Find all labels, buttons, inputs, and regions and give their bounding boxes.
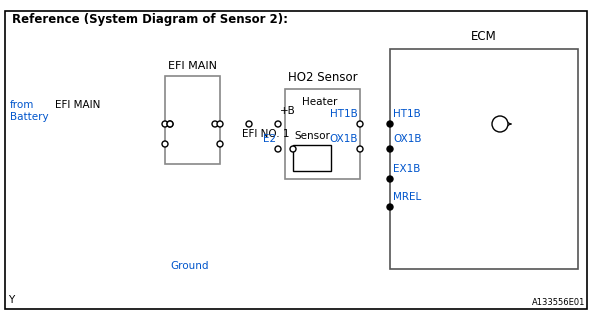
Circle shape bbox=[167, 121, 173, 127]
Text: ECM: ECM bbox=[471, 30, 497, 43]
Circle shape bbox=[387, 146, 393, 152]
Circle shape bbox=[357, 121, 363, 127]
Bar bbox=[285, 89, 360, 179]
Text: EFI NO. 1: EFI NO. 1 bbox=[242, 129, 289, 139]
Circle shape bbox=[492, 116, 508, 132]
Text: Heater: Heater bbox=[302, 97, 337, 107]
Text: Y: Y bbox=[8, 295, 14, 305]
Text: A133556E01: A133556E01 bbox=[532, 298, 585, 307]
Circle shape bbox=[167, 121, 173, 127]
Circle shape bbox=[246, 121, 252, 127]
Circle shape bbox=[387, 121, 393, 127]
Text: OX1B: OX1B bbox=[393, 134, 422, 144]
Circle shape bbox=[290, 146, 296, 152]
Text: EX1B: EX1B bbox=[393, 164, 420, 174]
Circle shape bbox=[162, 121, 168, 127]
Text: Sensor: Sensor bbox=[294, 131, 330, 141]
Circle shape bbox=[387, 204, 393, 210]
Text: EFI MAIN: EFI MAIN bbox=[55, 100, 101, 110]
Circle shape bbox=[275, 146, 281, 152]
Text: HT1B: HT1B bbox=[330, 109, 358, 119]
Bar bbox=[165, 76, 220, 164]
Text: Reference (System Diagram of Sensor 2):: Reference (System Diagram of Sensor 2): bbox=[12, 13, 288, 26]
Text: EFI MAIN: EFI MAIN bbox=[168, 61, 217, 71]
Text: Ground: Ground bbox=[170, 261, 209, 271]
Circle shape bbox=[217, 141, 223, 147]
Circle shape bbox=[387, 176, 393, 182]
Text: HT1B: HT1B bbox=[393, 109, 421, 119]
Text: OX1B: OX1B bbox=[330, 134, 358, 144]
Text: E2: E2 bbox=[263, 134, 276, 144]
Text: HO2 Sensor: HO2 Sensor bbox=[288, 71, 358, 84]
Bar bbox=[390, 49, 578, 269]
Text: from
Battery: from Battery bbox=[10, 100, 49, 122]
Circle shape bbox=[212, 121, 218, 127]
Circle shape bbox=[162, 141, 168, 147]
Circle shape bbox=[275, 121, 281, 127]
Text: +B: +B bbox=[280, 106, 296, 116]
Circle shape bbox=[357, 146, 363, 152]
Circle shape bbox=[217, 121, 223, 127]
Bar bbox=[293, 145, 331, 171]
Text: MREL: MREL bbox=[393, 192, 421, 202]
